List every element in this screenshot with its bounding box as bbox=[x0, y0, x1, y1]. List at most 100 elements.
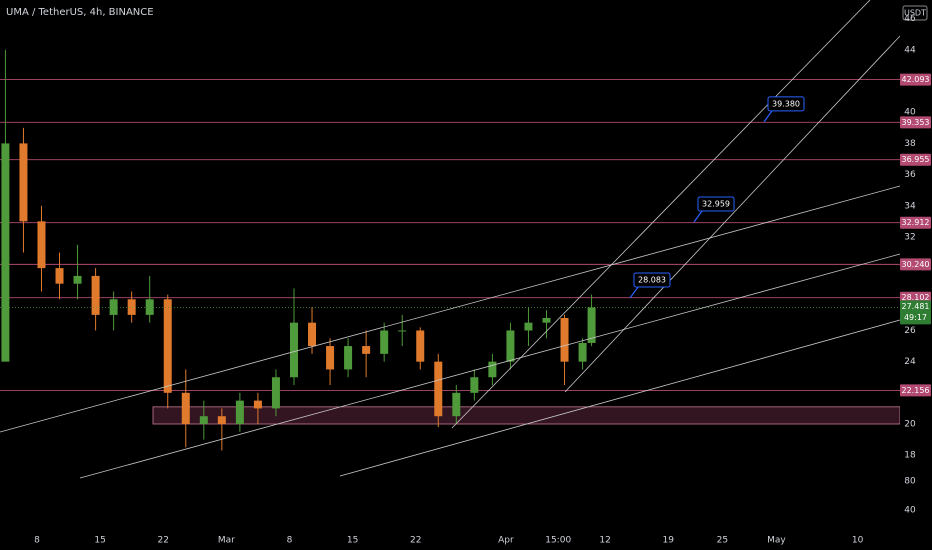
candle-body bbox=[37, 221, 46, 269]
x-tick-label: May bbox=[767, 536, 786, 546]
candle-body bbox=[145, 299, 154, 315]
x-tick-label: 12 bbox=[599, 536, 610, 546]
last-price: 27.481 bbox=[902, 302, 930, 311]
candle-body bbox=[344, 346, 353, 370]
callout-box bbox=[633, 272, 671, 288]
level-label-box bbox=[900, 153, 931, 166]
level-label-box bbox=[900, 116, 931, 129]
candle-body bbox=[326, 346, 335, 370]
callout-label: 39.380 bbox=[772, 99, 800, 108]
candle-body bbox=[127, 299, 136, 315]
x-tick-label: 8 bbox=[34, 536, 40, 546]
y2-tick-label: 40 bbox=[904, 506, 916, 516]
y-tick-label: 38 bbox=[904, 139, 916, 149]
candle-body bbox=[199, 416, 208, 424]
candle-body bbox=[181, 392, 190, 424]
candle-body bbox=[452, 392, 461, 417]
level-label: 28.102 bbox=[902, 293, 930, 302]
callout-label: 28.083 bbox=[638, 276, 666, 285]
countdown: 49:17 bbox=[904, 313, 927, 322]
level-label: 30.240 bbox=[902, 260, 930, 269]
x-tick-label: 10 bbox=[852, 536, 864, 546]
candle-body bbox=[578, 342, 587, 362]
y2-tick-label: 80 bbox=[904, 477, 916, 487]
level-label: 39.353 bbox=[902, 118, 930, 127]
level-label: 32.912 bbox=[902, 218, 930, 227]
level-label-box bbox=[900, 216, 931, 229]
last-price-box bbox=[900, 300, 931, 325]
candle-body bbox=[271, 377, 280, 409]
level-label: 36.955 bbox=[902, 155, 930, 164]
trend-line bbox=[0, 185, 901, 433]
candle-body bbox=[19, 143, 28, 222]
level-label: 22.156 bbox=[902, 386, 930, 395]
trend-line bbox=[451, 0, 871, 429]
candle-body bbox=[289, 322, 298, 378]
callout-label: 32.959 bbox=[702, 199, 730, 208]
support-zone bbox=[152, 406, 901, 425]
candle-body bbox=[434, 361, 443, 417]
currency-box bbox=[902, 5, 928, 21]
callout-pointer bbox=[763, 110, 773, 123]
y-tick-label: 18 bbox=[904, 451, 916, 461]
x-tick-label: 22 bbox=[157, 536, 168, 546]
x-tick-label: 19 bbox=[663, 536, 675, 546]
candle-body bbox=[217, 416, 226, 424]
candle-body bbox=[73, 275, 82, 284]
trend-line bbox=[339, 319, 901, 477]
y-tick-label: 36 bbox=[904, 170, 916, 180]
price-axis bbox=[900, 0, 932, 550]
x-tick-label: 15 bbox=[94, 536, 105, 546]
level-label-box bbox=[900, 258, 931, 271]
callout-box bbox=[697, 196, 735, 212]
drawings bbox=[0, 0, 901, 479]
level-label-box bbox=[900, 384, 931, 397]
candle-body bbox=[506, 330, 515, 362]
callout-box bbox=[767, 96, 805, 112]
candle-body bbox=[542, 318, 551, 323]
currency: USDT bbox=[904, 9, 926, 18]
candle-body bbox=[488, 361, 497, 378]
candle-body bbox=[380, 330, 389, 354]
y-tick-label: 40 bbox=[904, 108, 916, 118]
y-tick-label: 24 bbox=[904, 357, 916, 367]
candle-body bbox=[560, 318, 569, 362]
candle-body bbox=[470, 377, 479, 393]
y-tick-label: 32 bbox=[904, 232, 915, 242]
y-tick-label: 34 bbox=[904, 201, 916, 211]
candle-body bbox=[163, 299, 172, 393]
callout-pointer bbox=[693, 210, 703, 223]
candle-body bbox=[55, 268, 64, 284]
candle-body bbox=[524, 322, 533, 331]
candle-body bbox=[416, 330, 425, 362]
x-tick-label: 22 bbox=[410, 536, 421, 546]
candle-body bbox=[1, 143, 10, 362]
level-label: 42.093 bbox=[902, 75, 930, 84]
callout-pointer bbox=[629, 286, 639, 299]
candle-body bbox=[91, 275, 100, 315]
plot bbox=[0, 49, 901, 451]
symbol-title: UMA / TetherUS, 4h, BINANCE bbox=[6, 7, 154, 18]
x-tick-label: Apr bbox=[498, 536, 514, 546]
x-tick-label: Mar bbox=[218, 536, 235, 546]
candle-body bbox=[587, 307, 596, 343]
y-tick-label: 46 bbox=[904, 14, 916, 24]
candle-body bbox=[308, 322, 317, 347]
x-tick-label: 8 bbox=[287, 536, 293, 546]
candle-body bbox=[253, 400, 262, 409]
candle-body bbox=[398, 330, 407, 332]
x-tick-label: 25 bbox=[717, 536, 728, 546]
x-tick-label: 15 bbox=[347, 536, 358, 546]
y-tick-label: 20 bbox=[904, 420, 916, 430]
candle-body bbox=[362, 346, 371, 354]
y-tick-label: 26 bbox=[904, 326, 916, 336]
trend-line bbox=[79, 253, 901, 479]
candle-body bbox=[109, 299, 118, 315]
trend-line bbox=[564, 35, 901, 393]
candle-body bbox=[235, 400, 244, 424]
x-tick-label: 15:00 bbox=[545, 536, 571, 546]
y-tick-label: 44 bbox=[904, 45, 916, 55]
